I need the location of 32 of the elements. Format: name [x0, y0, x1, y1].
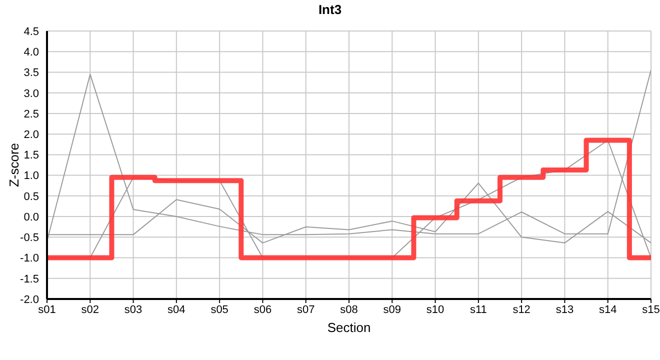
- x-tick-label: s01: [38, 304, 56, 316]
- chart-title: Int3: [317, 2, 343, 17]
- y-tick-label: 2.0: [24, 128, 39, 141]
- y-tick-label: 0.0: [24, 211, 39, 224]
- y-tick-label: 2.5: [24, 108, 39, 120]
- y-tick-label: 1.0: [24, 170, 39, 182]
- y-tick-label: 4.5: [24, 26, 39, 38]
- y-tick-label: -1.5: [20, 273, 39, 286]
- x-tick-label: s13: [556, 304, 574, 316]
- y-tick-label: -2.0: [20, 294, 39, 306]
- y-tick-label: 3.0: [24, 88, 39, 100]
- x-tick-label: s06: [254, 304, 272, 316]
- x-axis-title: Section: [326, 320, 372, 335]
- x-tick-label: s11: [470, 304, 487, 316]
- x-tick-label: s07: [296, 304, 315, 316]
- x-tick-label: s15: [642, 304, 660, 316]
- y-tick-label: 0.5: [24, 190, 39, 203]
- y-tick-label: -0.5: [20, 232, 39, 244]
- x-tick-label: s08: [340, 304, 358, 316]
- x-tick-label: s02: [81, 304, 100, 316]
- y-axis-title: Z-score: [6, 142, 22, 188]
- y-tick-label: 4.0: [24, 46, 39, 59]
- x-tick-label: s14: [598, 304, 617, 316]
- y-tick-label: 3.5: [24, 67, 39, 80]
- x-tick-label: s03: [124, 304, 142, 316]
- x-tick-label: s12: [512, 304, 530, 316]
- y-tick-label: -1.0: [20, 252, 39, 265]
- x-tick-label: s10: [426, 304, 444, 316]
- y-tick-label: 1.5: [24, 150, 39, 162]
- x-tick-label: s05: [210, 304, 228, 316]
- x-tick-label: s09: [383, 304, 402, 316]
- x-tick-label: s04: [168, 304, 186, 316]
